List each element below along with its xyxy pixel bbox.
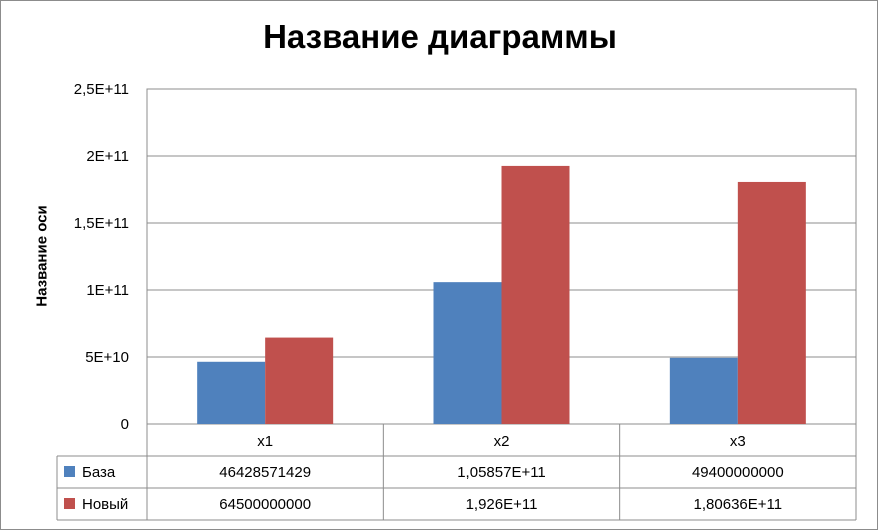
y-tick-label: 1,5E+11 xyxy=(74,215,129,232)
bar-Новый-x2 xyxy=(501,165,570,424)
chart-title: Название диаграммы xyxy=(263,18,617,55)
x-category-label: x3 xyxy=(730,433,746,450)
legend-key-База xyxy=(64,466,75,477)
legend-label: База xyxy=(82,464,116,481)
y-tick-label: 2,5E+11 xyxy=(74,81,129,98)
bar-Новый-x3 xyxy=(737,181,806,424)
x-category-label: x2 xyxy=(494,433,510,450)
bar-База-x2 xyxy=(433,282,502,424)
y-tick-label: 0 xyxy=(121,416,129,433)
data-table-value: 64500000000 xyxy=(219,496,311,513)
bar-База-x3 xyxy=(669,357,738,424)
bar-База-x1 xyxy=(197,361,266,424)
y-tick-label: 1E+11 xyxy=(86,282,129,299)
legend-key-Новый xyxy=(64,498,75,509)
data-table-value: 46428571429 xyxy=(219,464,311,481)
data-table-value: 1,80636E+11 xyxy=(694,496,783,513)
y-tick-label: 5E+10 xyxy=(85,349,129,366)
x-category-label: x1 xyxy=(257,433,273,450)
legend-label: Новый xyxy=(82,496,128,513)
data-table-value: 1,05857E+11 xyxy=(457,464,546,481)
y-tick-label: 2E+11 xyxy=(86,148,129,165)
bar-Новый-x1 xyxy=(265,337,334,424)
data-table-value: 1,926E+11 xyxy=(466,496,538,513)
data-table-value: 49400000000 xyxy=(692,464,784,481)
